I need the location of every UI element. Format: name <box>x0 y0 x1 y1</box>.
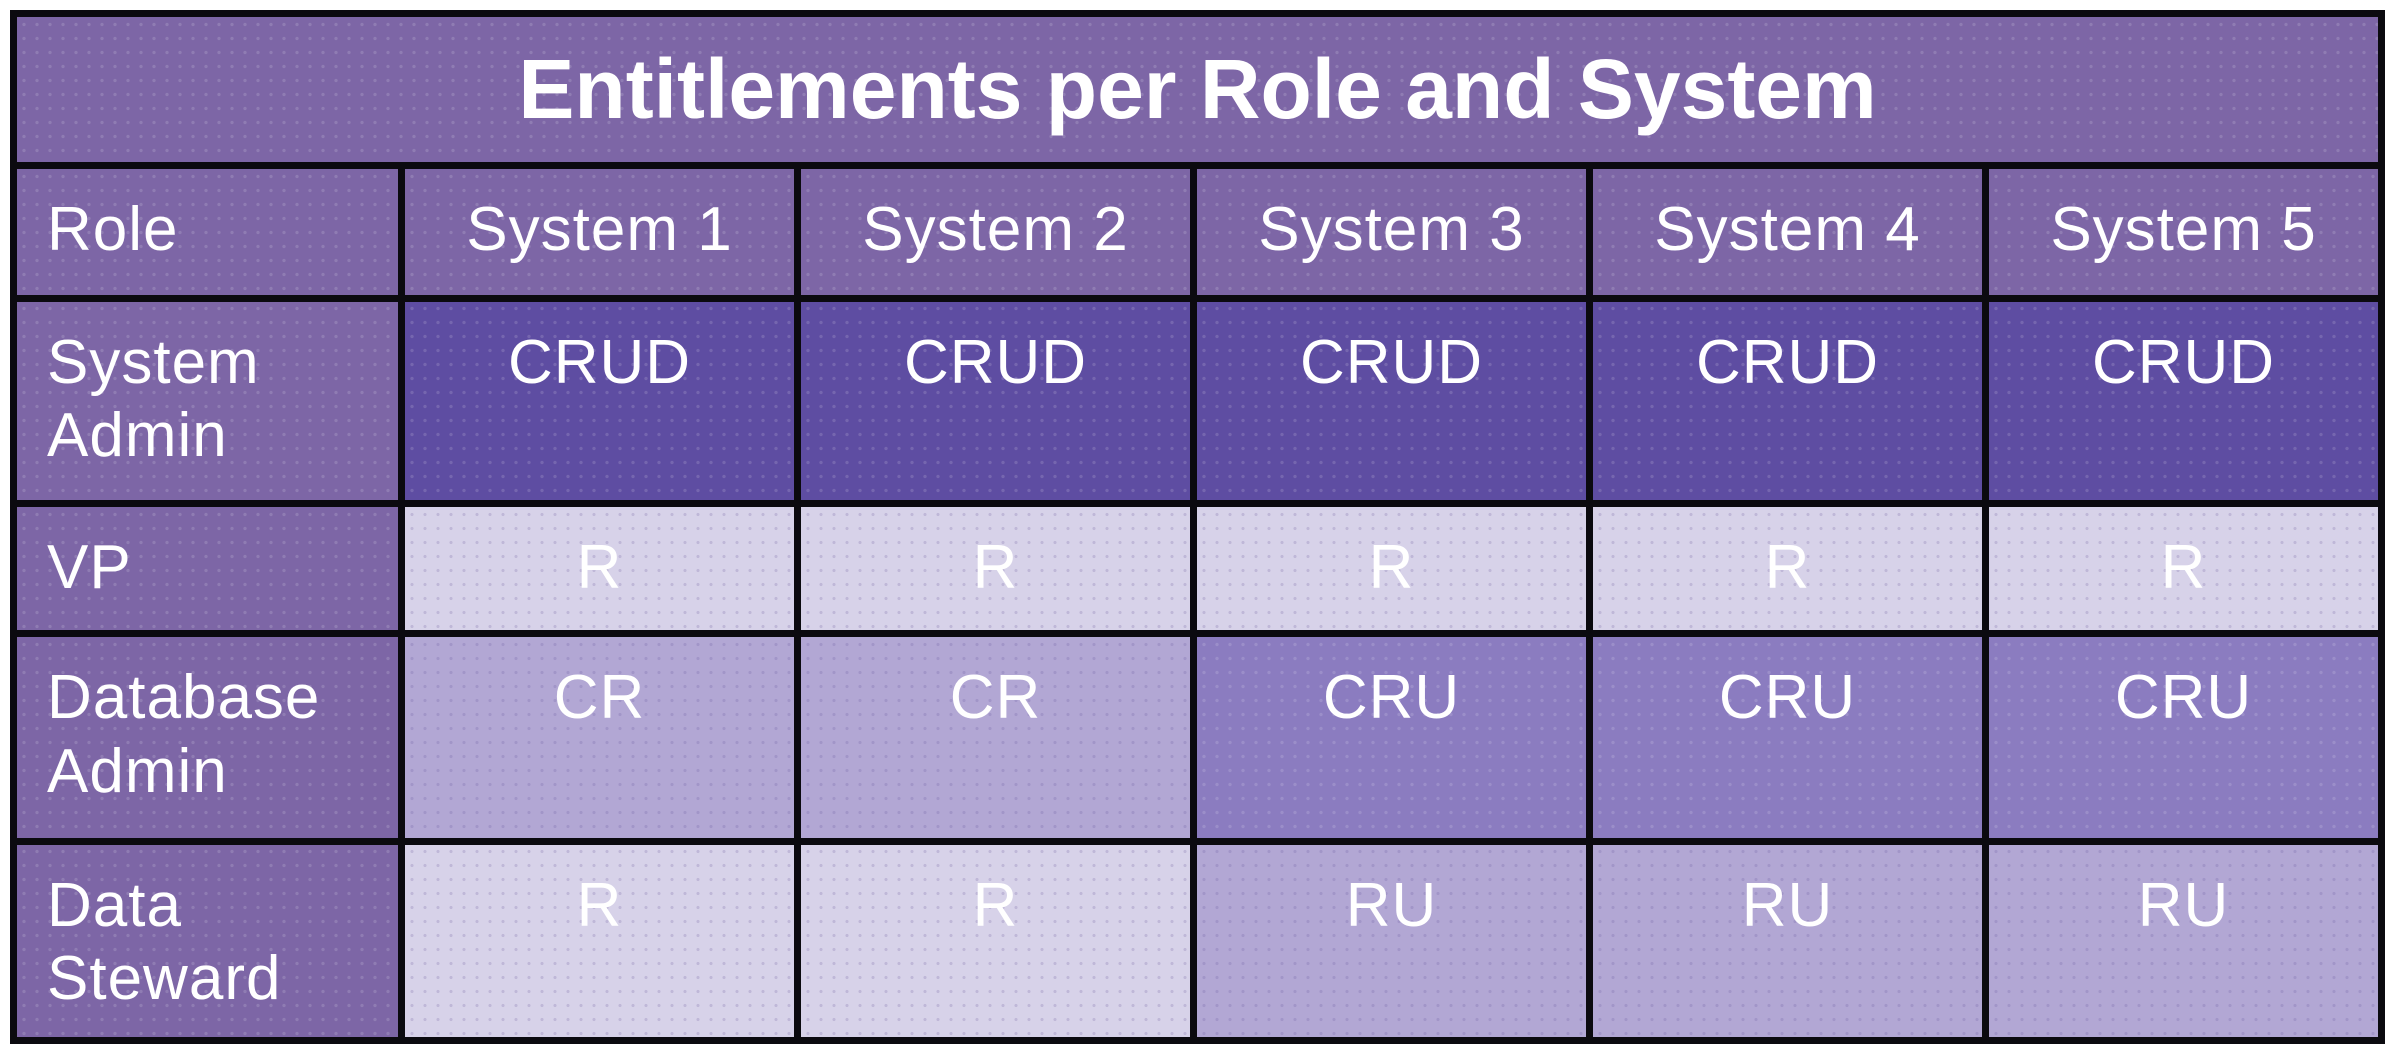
row-header-vp: VP <box>10 500 405 638</box>
entitlement-cell: CRUD <box>1190 294 1593 508</box>
entitlement-cell: R <box>794 500 1197 638</box>
entitlement-cell: CR <box>794 630 1197 845</box>
column-header-system-4: System 4 <box>1586 162 1989 302</box>
entitlement-cell: CRUD <box>794 294 1197 508</box>
entitlement-cell: R <box>1981 500 2386 638</box>
column-header-system-5: System 5 <box>1981 162 2386 302</box>
row-header-system-admin: System Admin <box>10 294 405 508</box>
entitlement-cell: R <box>1190 500 1593 638</box>
entitlement-cell: RU <box>1586 837 1989 1045</box>
entitlements-table: Entitlements per Role and System Role Sy… <box>9 9 2386 1045</box>
table-row: VP R R R R R <box>10 500 2386 638</box>
entitlement-cell: CRUD <box>398 294 801 508</box>
entitlement-cell: CRU <box>1190 630 1593 845</box>
entitlement-cell: R <box>794 837 1197 1045</box>
column-header-system-2: System 2 <box>794 162 1197 302</box>
entitlement-cell: R <box>398 837 801 1045</box>
column-header-system-1: System 1 <box>398 162 801 302</box>
entitlement-cell: CR <box>398 630 801 845</box>
column-header-system-3: System 3 <box>1190 162 1593 302</box>
entitlement-cell: CRU <box>1586 630 1989 845</box>
entitlement-cell: RU <box>1981 837 2386 1045</box>
entitlement-cell: CRUD <box>1586 294 1989 508</box>
table-row: Database Admin CR CR CRU CRU CRU <box>10 630 2386 845</box>
entitlement-cell: CRUD <box>1981 294 2386 508</box>
entitlement-cell: R <box>1586 500 1989 638</box>
row-header-database-admin: Database Admin <box>10 630 405 845</box>
table-title: Entitlements per Role and System <box>9 9 2386 170</box>
entitlement-cell: RU <box>1190 837 1593 1045</box>
row-header-data-steward: Data Steward <box>10 837 405 1045</box>
table-row: Data Steward R R RU RU RU <box>10 837 2386 1045</box>
table-row: System Admin CRUD CRUD CRUD CRUD CRUD <box>10 294 2386 508</box>
entitlement-cell: R <box>398 500 801 638</box>
column-header-role: Role <box>10 162 405 302</box>
entitlement-cell: CRU <box>1981 630 2386 845</box>
